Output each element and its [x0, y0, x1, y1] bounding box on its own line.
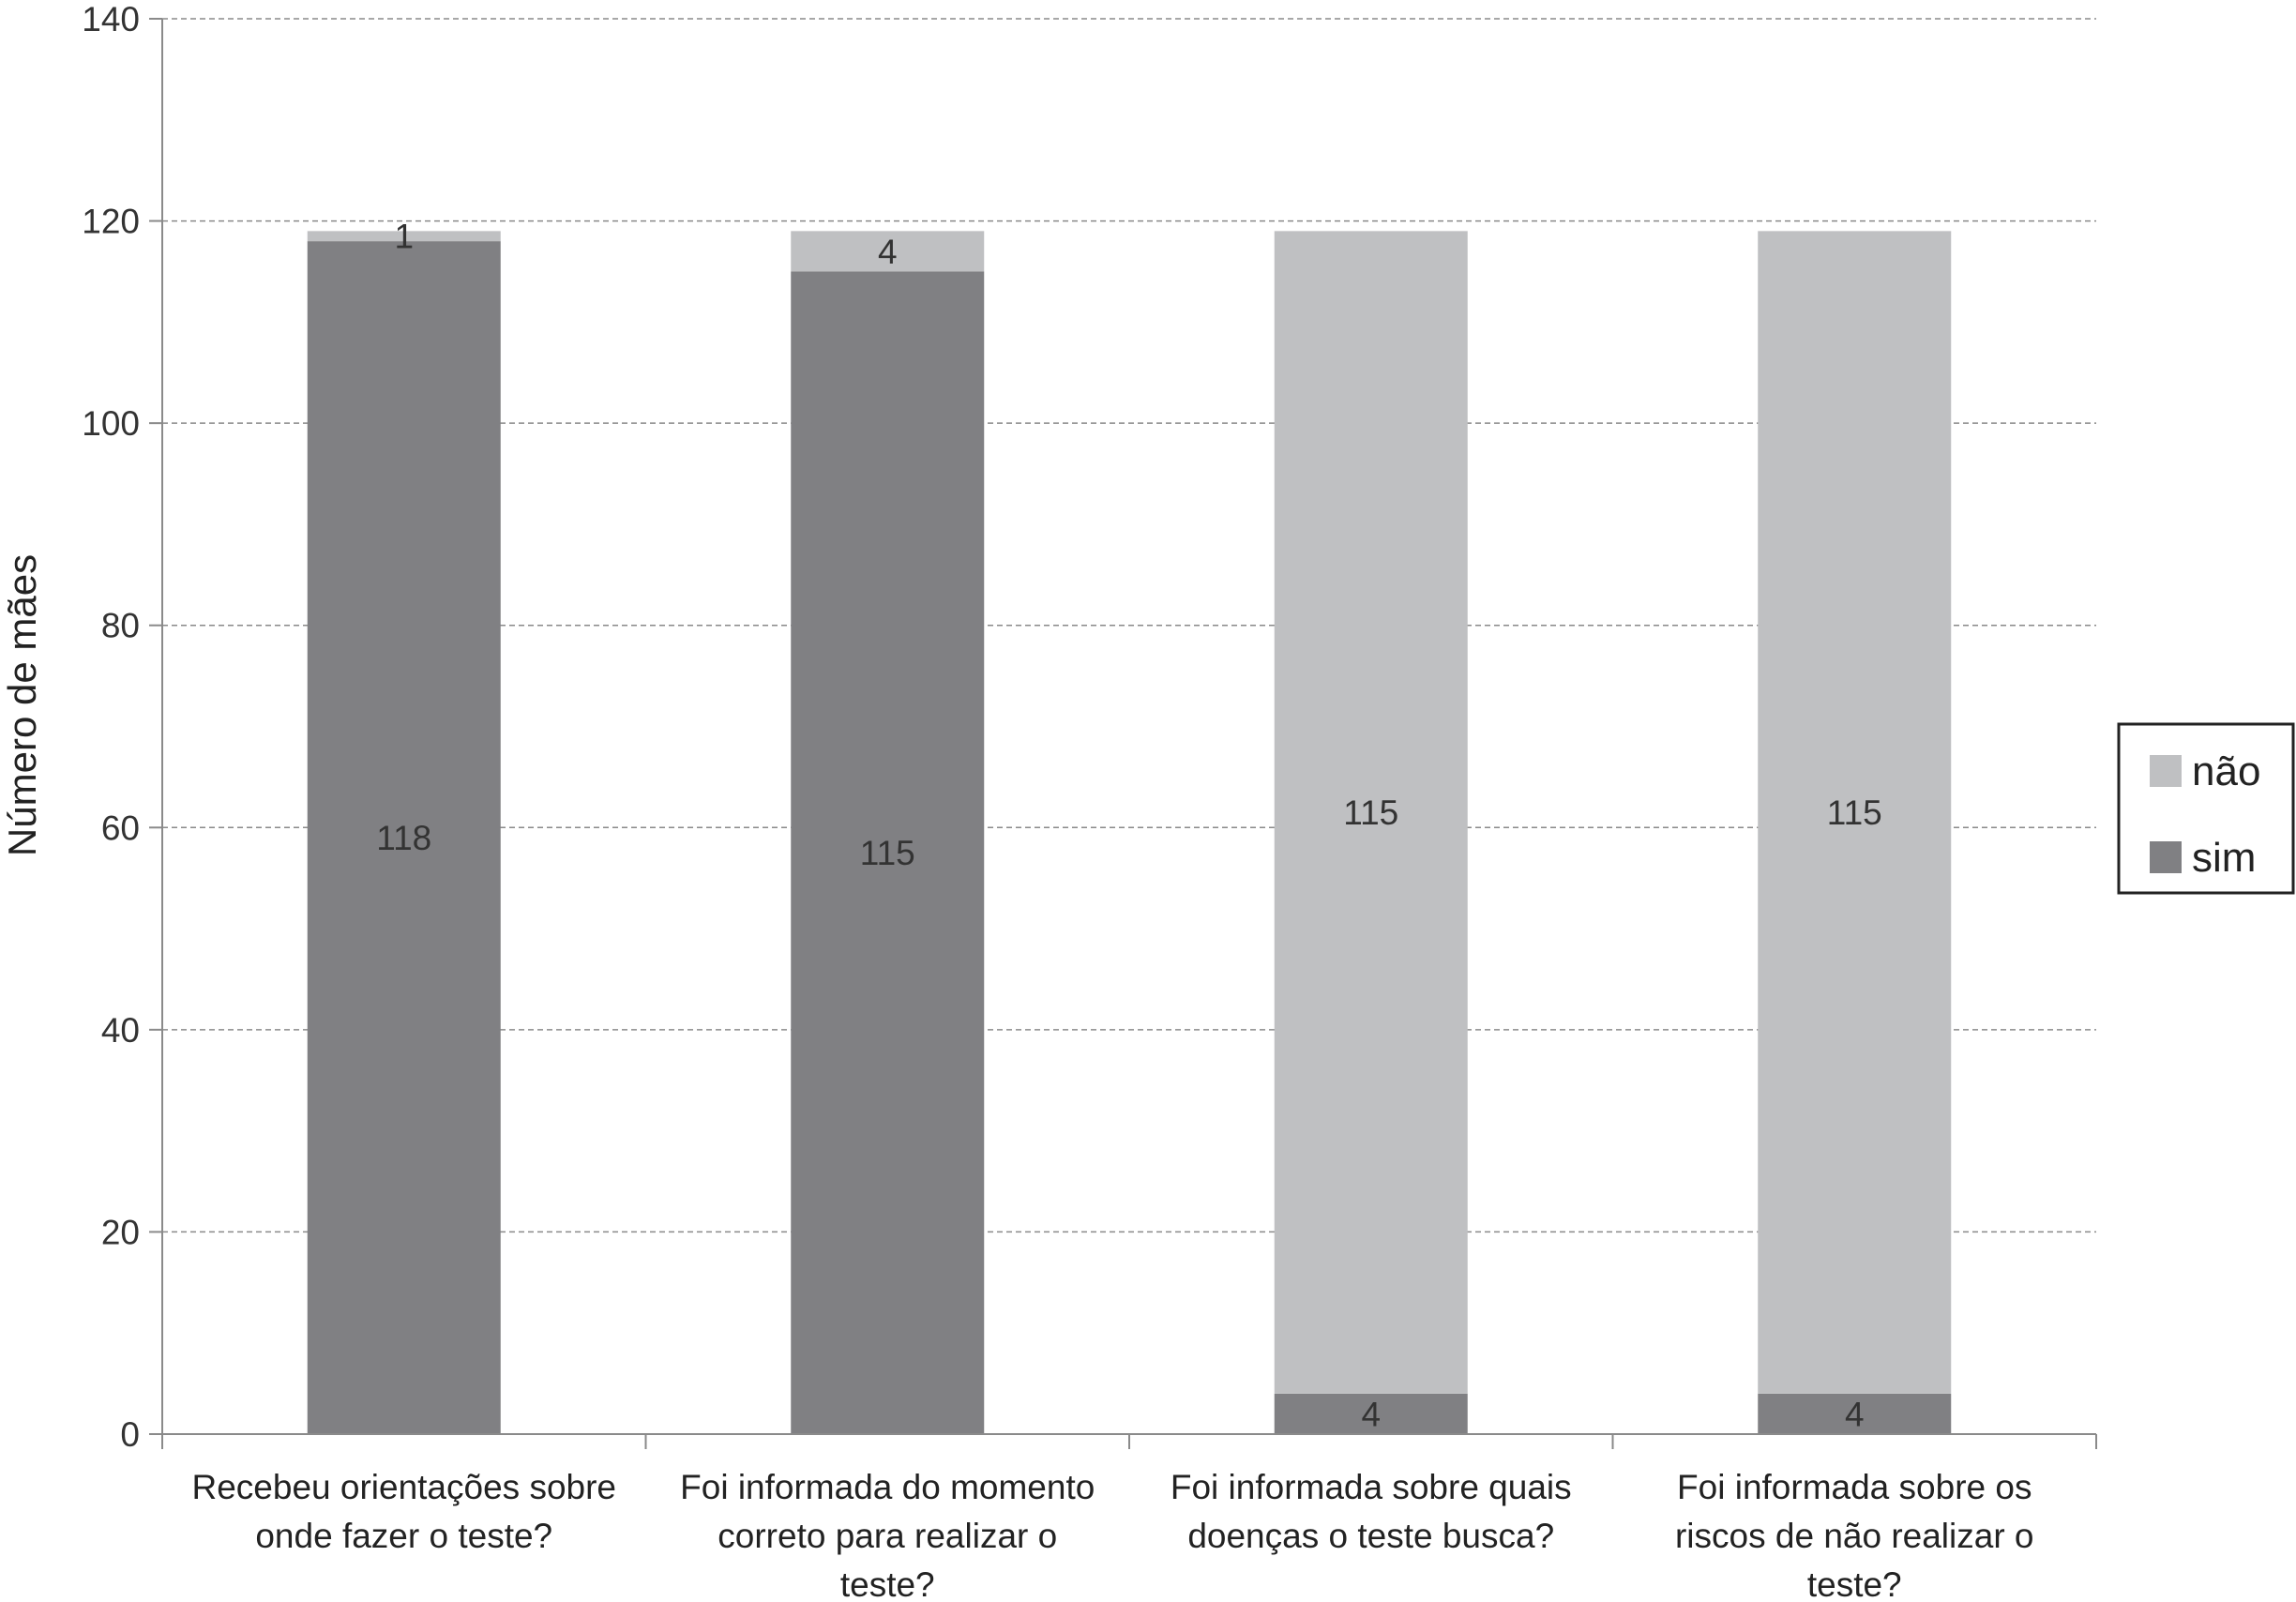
x-category-label: Foi informada sobre quais doenças o teste…: [1171, 1468, 1572, 1555]
bars: 118 1 115 4 4 115 4 115: [307, 218, 1952, 1435]
data-label-nao: 1: [394, 218, 414, 256]
x-category-label: Foi informada sobre os riscos de não real…: [1675, 1468, 2034, 1602]
y-axis: 0 20 40 60 80 100 120 140: [82, 0, 163, 1454]
y-tick-label: 60: [101, 809, 140, 847]
legend-swatch-sim: [2150, 841, 2182, 873]
data-label-sim: 4: [1361, 1395, 1381, 1433]
data-label-nao: 115: [1827, 793, 1882, 832]
legend: não sim: [2117, 722, 2295, 895]
y-tick-label: 0: [120, 1415, 140, 1454]
y-tick-label: 100: [82, 404, 140, 443]
bar-segment-sim: [1274, 1393, 1468, 1434]
x-category-label: Foi informada do momento correto para rea…: [680, 1468, 1095, 1602]
y-tick-label: 40: [101, 1011, 140, 1050]
y-tick-label: 20: [101, 1213, 140, 1251]
data-label-sim: 4: [1845, 1395, 1865, 1433]
bar-segment-sim: [1758, 1393, 1952, 1434]
data-label-nao: 115: [1343, 793, 1398, 832]
bar-segment-nao: [791, 231, 985, 272]
y-tick-label: 80: [101, 607, 140, 645]
y-tick-label: 120: [82, 203, 140, 241]
data-label-nao: 4: [878, 233, 898, 271]
y-axis-title: Número de mães: [0, 554, 44, 856]
data-label-sim: 115: [860, 834, 915, 872]
y-tick-label: 140: [82, 0, 140, 38]
bar-segment-sim: [307, 241, 501, 1435]
legend-label: sim: [2192, 835, 2256, 881]
bar-segment-sim: [791, 271, 985, 1434]
legend-label: não: [2192, 748, 2260, 794]
bar-segment-nao: [1274, 231, 1468, 1394]
x-category-label: Recebeu orientações sobre onde fazer o te…: [191, 1468, 616, 1555]
data-label-sim: 118: [376, 819, 431, 857]
x-axis: Recebeu orientações sobre onde fazer o te…: [161, 1433, 2097, 1602]
legend-box: [2117, 722, 2295, 895]
bar-segment-nao: [307, 231, 501, 242]
bar-segment-nao: [1758, 231, 1952, 1394]
legend-swatch-nao: [2150, 755, 2182, 787]
